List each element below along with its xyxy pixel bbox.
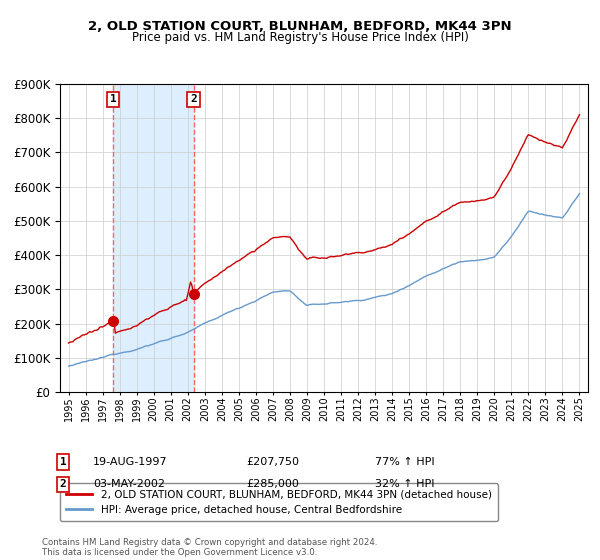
Text: 1: 1 [59,457,67,467]
Text: £285,000: £285,000 [246,479,299,489]
Text: 2, OLD STATION COURT, BLUNHAM, BEDFORD, MK44 3PN: 2, OLD STATION COURT, BLUNHAM, BEDFORD, … [88,20,512,32]
Text: £207,750: £207,750 [246,457,299,467]
Text: 32% ↑ HPI: 32% ↑ HPI [375,479,434,489]
Bar [113,84,194,392]
Text: 19-AUG-1997: 19-AUG-1997 [93,457,167,467]
Text: Price paid vs. HM Land Registry's House Price Index (HPI): Price paid vs. HM Land Registry's House … [131,31,469,44]
Text: 1: 1 [110,95,116,104]
Legend: 2, OLD STATION COURT, BLUNHAM, BEDFORD, MK44 3PN (detached house), HPI: Average : 2, OLD STATION COURT, BLUNHAM, BEDFORD, … [60,483,498,521]
Text: 2: 2 [190,95,197,104]
Text: 77% ↑ HPI: 77% ↑ HPI [375,457,434,467]
Text: Contains HM Land Registry data © Crown copyright and database right 2024.
This d: Contains HM Land Registry data © Crown c… [42,538,377,557]
Text: 03-MAY-2002: 03-MAY-2002 [93,479,165,489]
Text: 2: 2 [59,479,67,489]
